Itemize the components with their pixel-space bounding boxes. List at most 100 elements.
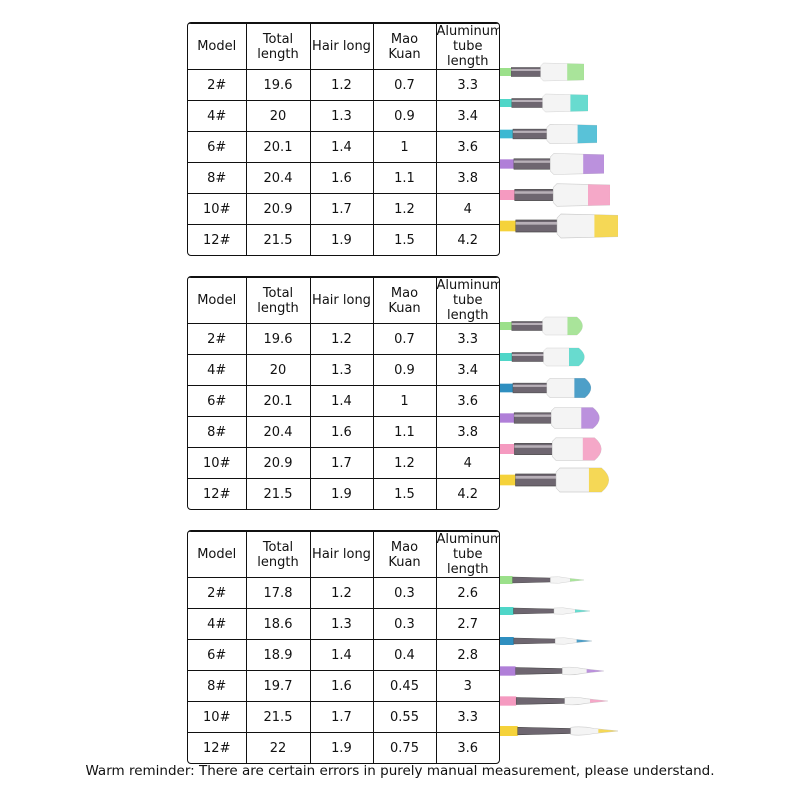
cell: 4 (435, 193, 499, 225)
data-row: 2# 19.6 1.2 0.7 3.3 (188, 69, 499, 101)
cell: 1.3 (309, 608, 374, 640)
cell: 20.9 (245, 447, 311, 479)
cell: 1.2 (309, 577, 374, 609)
cell: 12# (188, 732, 247, 763)
brushes-2 (500, 316, 610, 493)
data-row: 4# 20 1.3 0.9 3.4 (188, 100, 499, 132)
header-cell: Mao Kuan (372, 531, 437, 578)
cell: 4.2 (435, 478, 499, 509)
cell: 0.7 (372, 69, 437, 101)
cell: 4.2 (435, 224, 499, 255)
cell: 22 (245, 732, 311, 763)
cell: 2# (188, 69, 247, 101)
cell: 3.6 (435, 131, 499, 163)
cell: 0.9 (372, 354, 437, 386)
table: Model Total length Hair long Mao Kuan Alumin… (188, 23, 499, 255)
data-row: 12# 21.5 1.9 1.5 4.2 (188, 224, 499, 255)
cell: 10# (188, 701, 247, 733)
cell: 18.9 (245, 639, 311, 671)
cell: 1.1 (372, 416, 437, 448)
cell: 1.4 (309, 639, 374, 671)
cell: 1.7 (309, 701, 374, 733)
cell: 20.1 (245, 385, 311, 417)
cell: 3.6 (435, 385, 499, 417)
cell: 0.3 (372, 608, 437, 640)
header-cell: Hair long (309, 531, 374, 578)
cell: 0.9 (372, 100, 437, 132)
cell: 2.7 (435, 608, 499, 640)
data-row: 4# 18.6 1.3 0.3 2.7 (188, 608, 499, 640)
header-cell: Model (188, 531, 247, 578)
header-cell: Aluminum tube length (435, 531, 500, 578)
header-row: Model Total length Hair long Mao Kuan Alumin… (188, 531, 500, 578)
cell: 3.8 (435, 416, 499, 448)
cell: 19.6 (245, 323, 311, 355)
header-cell: Aluminum tube length (435, 277, 500, 324)
data-row: 10# 20.9 1.7 1.2 4 (188, 193, 499, 225)
cell: 3.6 (435, 732, 499, 763)
cell: 1.3 (309, 100, 374, 132)
cell: 17.8 (245, 577, 311, 609)
cell: 20 (245, 100, 311, 132)
cell: 10# (188, 193, 247, 225)
cell: 12# (188, 478, 247, 509)
cell: 8# (188, 162, 247, 194)
header-row: Model Total length Hair long Mao Kuan Alumin… (188, 277, 500, 324)
cell: 18.6 (245, 608, 311, 640)
cell: 1.3 (309, 354, 374, 386)
cell: 20 (245, 354, 311, 386)
cell: 1.9 (309, 732, 374, 763)
spec-table: Model Total length Hair long Mao Kuan Alumin… (187, 22, 500, 256)
cell: 3.3 (435, 701, 499, 733)
data-row: 6# 18.9 1.4 0.4 2.8 (188, 639, 499, 671)
header-cell: Hair long (309, 277, 374, 324)
data-row: 4# 20 1.3 0.9 3.4 (188, 354, 499, 386)
header-cell: Total length (245, 277, 311, 324)
data-row: 2# 17.8 1.2 0.3 2.6 (188, 577, 499, 609)
cell: 1 (372, 131, 437, 163)
cell: 3 (435, 670, 499, 702)
cell: 2# (188, 323, 247, 355)
cell: 1 (372, 385, 437, 417)
cell: 1.9 (309, 478, 374, 509)
cell: 3.3 (435, 69, 499, 101)
brushes-3 (500, 575, 618, 737)
cell: 6# (188, 385, 247, 417)
cell: 21.5 (245, 701, 311, 733)
cell: 0.3 (372, 577, 437, 609)
header-cell: Total length (245, 531, 311, 578)
cell: 1.4 (309, 385, 374, 417)
cell: 0.55 (372, 701, 437, 733)
cell: 20.1 (245, 131, 311, 163)
data-row: 8# 20.4 1.6 1.1 3.8 (188, 162, 499, 194)
cell: 3.8 (435, 162, 499, 194)
data-row: 2# 19.6 1.2 0.7 3.3 (188, 323, 499, 355)
cell: 1.6 (309, 670, 374, 702)
cell: 1.2 (372, 447, 437, 479)
footer-note: Warm reminder: There are certain errors … (85, 763, 715, 779)
cell: 0.75 (372, 732, 437, 763)
header-cell: Mao Kuan (372, 23, 437, 70)
header-cell: Total length (245, 23, 311, 70)
spec-table: Model Total length Hair long Mao Kuan Alumin… (187, 530, 500, 764)
cell: 0.7 (372, 323, 437, 355)
data-row: 12# 21.5 1.9 1.5 4.2 (188, 478, 499, 509)
header-cell: Model (188, 277, 247, 324)
cell: 8# (188, 670, 247, 702)
table: Model Total length Hair long Mao Kuan Alumin… (188, 531, 499, 763)
cell: 10# (188, 447, 247, 479)
cell: 4 (435, 447, 499, 479)
cell: 20.9 (245, 193, 311, 225)
cell: 1.5 (372, 478, 437, 509)
cell: 21.5 (245, 478, 311, 509)
cell: 0.45 (372, 670, 437, 702)
cell: 2.6 (435, 577, 499, 609)
cell: 1.1 (372, 162, 437, 194)
cell: 1.7 (309, 193, 374, 225)
data-row: 10# 20.9 1.7 1.2 4 (188, 447, 499, 479)
cell: 1.2 (309, 69, 374, 101)
data-row: 6# 20.1 1.4 1 3.6 (188, 385, 499, 417)
cell: 1.6 (309, 162, 374, 194)
cell: 20.4 (245, 416, 311, 448)
